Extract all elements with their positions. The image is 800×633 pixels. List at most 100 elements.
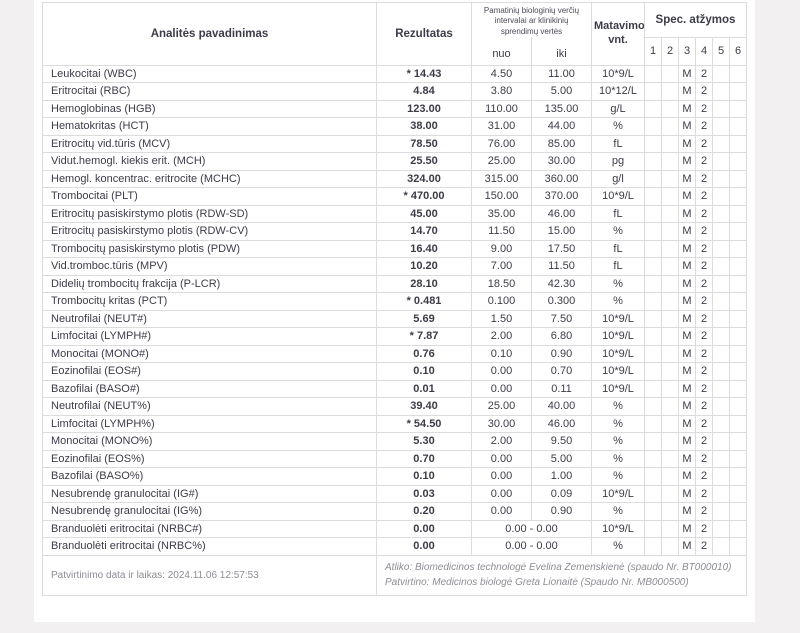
result-value: 0.10 [376,467,472,486]
reference-from: 25.00 [471,152,532,171]
spec-col-3: 3 [678,36,696,66]
spec-mark: M [678,414,696,434]
spec-mark [661,537,679,556]
spec-mark: 2 [695,257,713,276]
spec-mark [712,484,730,504]
spec-mark [661,292,679,311]
spec-mark [712,99,730,119]
spec-mark [661,169,679,189]
spec-mark [729,134,747,154]
measurement-unit: 10*9/L [591,362,645,381]
table-row: Bazofilai (BASO#) 0.01 0.00 0.11 10*9/L M 2 [42,379,747,399]
spec-mark: M [678,309,696,329]
reference-from: 0.00 [471,449,532,469]
column-header-spec: Spec. atžymos [644,2,747,38]
spec-mark [644,187,662,206]
table-row: Branduolėti eritrocitai (NRBC%) 0.00 0.00 … [42,537,747,556]
reference-from: 11.50 [471,222,532,241]
table-row: Nesubrendę granulocitai (IG%) 0.20 0.00 0.9… [42,502,747,521]
analyte-name: Eritrocitai (RBC) [42,82,377,101]
spec-col-4: 4 [695,36,713,66]
spec-mark [644,432,662,451]
reference-from: 315.00 [471,169,532,189]
spec-mark: 2 [695,82,713,101]
reference-range: 0.00 - 0.00 [471,537,592,556]
spec-mark [712,274,730,294]
reference-to: 7.50 [531,309,592,329]
spec-mark: M [678,204,696,224]
spec-mark [729,187,747,206]
analyte-name: Monocitai (MONO#) [42,344,377,364]
result-value: * 14.43 [376,64,472,84]
spec-col-2: 2 [661,36,679,66]
measurement-unit: 10*9/L [591,187,645,206]
spec-mark [644,467,662,486]
spec-mark: M [678,344,696,364]
spec-mark [712,537,730,556]
spec-mark [644,484,662,504]
table-row: Leukocitai (WBC) * 14.43 4.50 11.00 10*9/L M 2 [42,64,747,84]
table-header: Analitės pavadinimas Rezultatas Pamatini… [42,2,747,66]
spec-mark: M [678,257,696,276]
result-value: * 470.00 [376,187,472,206]
table-row: Eritrocitų pasiskirstymo plotis (RDW-SD)… [42,204,747,224]
spec-mark [661,519,679,539]
reference-from: 0.00 [471,467,532,486]
spec-mark [644,204,662,224]
spec-mark: 2 [695,502,713,521]
measurement-unit: 10*9/L [591,309,645,329]
analyte-name: Didelių trombocitų frakcija (P-LCR) [42,274,377,294]
reference-to: 46.00 [531,414,592,434]
result-value: 10.20 [376,257,472,276]
result-value: 0.03 [376,484,472,504]
result-value: 5.69 [376,309,472,329]
spec-mark [661,379,679,399]
spec-mark [712,239,730,259]
spec-mark: M [678,169,696,189]
signatures-cell: Atliko: Biomedicinos technologė Evelina … [376,554,747,596]
result-value: * 54.50 [376,414,472,434]
spec-mark [729,449,747,469]
measurement-unit: % [591,414,645,434]
measurement-unit: 10*9/L [591,379,645,399]
spec-mark: 2 [695,432,713,451]
spec-mark [712,379,730,399]
spec-mark: 2 [695,397,713,416]
spec-mark [644,117,662,136]
table-row: Hemoglobinas (HGB) 123.00 110.00 135.00 g/L M… [42,99,747,119]
reference-from: 2.00 [471,432,532,451]
spec-mark [712,222,730,241]
confirmation-datetime: Patvirtinimo data ir laikas: 2024.11.06 … [42,554,377,596]
analyte-name: Neutrofilai (NEUT#) [42,309,377,329]
spec-mark [644,449,662,469]
spec-mark [644,362,662,381]
spec-mark [729,204,747,224]
spec-mark [661,432,679,451]
spec-mark [729,169,747,189]
result-value: 25.50 [376,152,472,171]
result-value: 5.30 [376,432,472,451]
result-value: 0.20 [376,502,472,521]
spec-mark [729,397,747,416]
reference-to: 135.00 [531,99,592,119]
analyte-name: Hemoglobinas (HGB) [42,99,377,119]
spec-mark: M [678,222,696,241]
reference-to: 0.300 [531,292,592,311]
spec-mark [661,152,679,171]
spec-mark [661,309,679,329]
spec-mark [661,117,679,136]
analyte-name: Eritrocitų pasiskirstymo plotis (RDW-SD) [42,204,377,224]
analyte-name: Monocitai (MONO%) [42,432,377,451]
spec-mark: 2 [695,239,713,259]
measurement-unit: fL [591,204,645,224]
spec-mark [644,239,662,259]
measurement-unit: 10*12/L [591,82,645,101]
table-row: Didelių trombocitų frakcija (P-LCR) 28.10… [42,274,747,294]
measurement-unit: % [591,222,645,241]
spec-mark: 2 [695,187,713,206]
spec-mark: 2 [695,64,713,84]
spec-mark [712,257,730,276]
spec-mark [644,274,662,294]
reference-to: 6.80 [531,327,592,346]
analyte-name: Leukocitai (WBC) [42,64,377,84]
